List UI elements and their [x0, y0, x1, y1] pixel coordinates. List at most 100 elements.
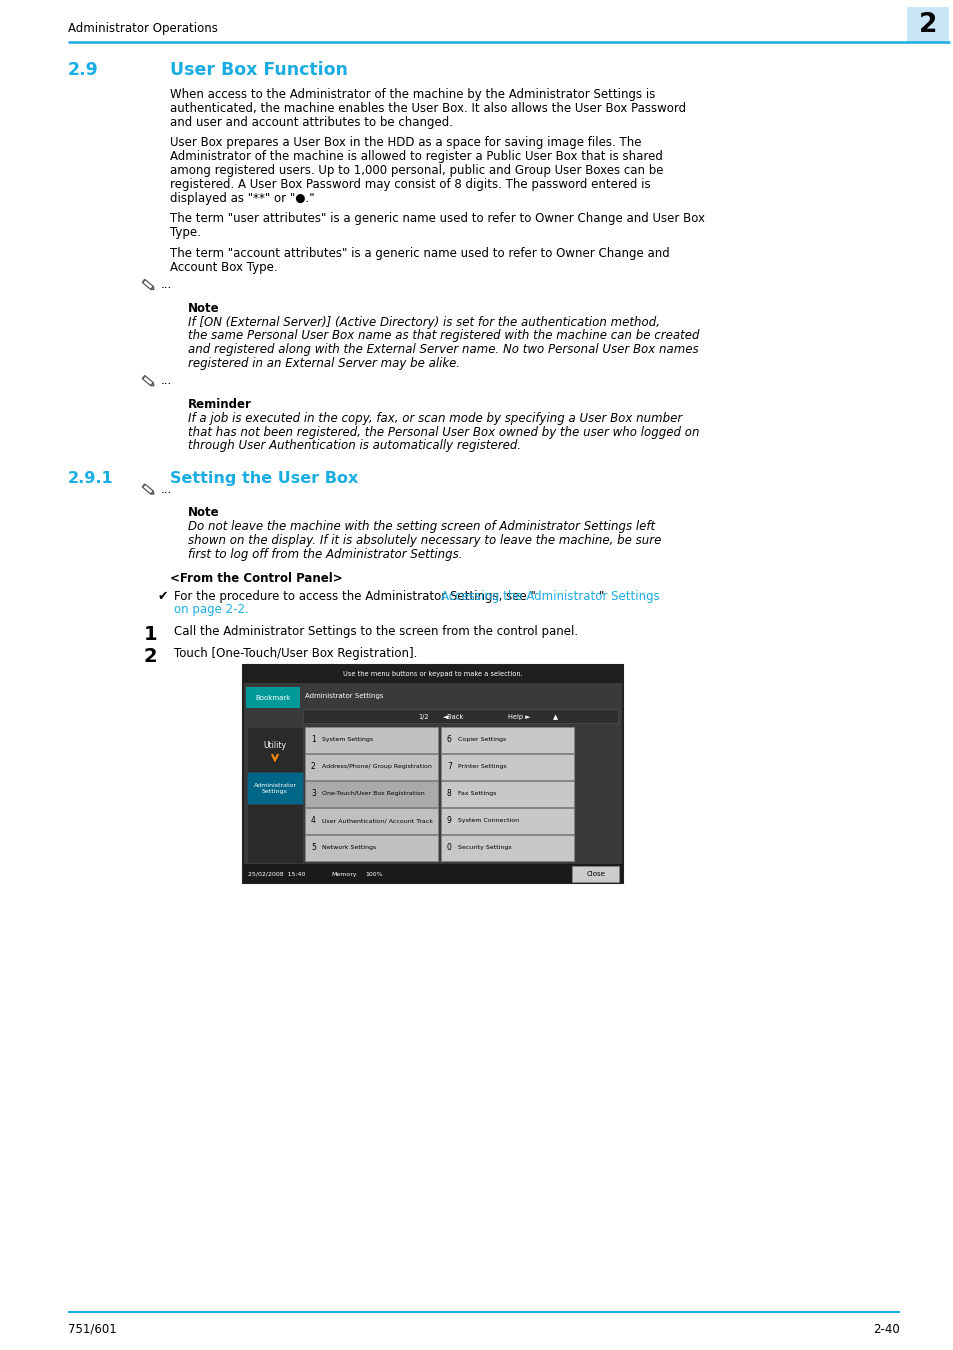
FancyBboxPatch shape	[441, 834, 574, 861]
Text: The term "user attributes" is a generic name used to refer to Owner Change and U: The term "user attributes" is a generic …	[170, 212, 704, 225]
Text: ✔: ✔	[158, 590, 169, 602]
Text: among registered users. Up to 1,000 personal, public and Group User Boxes can be: among registered users. Up to 1,000 pers…	[170, 163, 662, 177]
Text: The term "account attributes" is a generic name used to refer to Owner Change an: The term "account attributes" is a gener…	[170, 247, 669, 261]
Text: ...: ...	[161, 374, 172, 387]
Text: Utility: Utility	[263, 741, 286, 749]
FancyBboxPatch shape	[305, 726, 438, 753]
Text: displayed as "**" or "●.": displayed as "**" or "●."	[170, 192, 314, 205]
Text: 100%: 100%	[365, 872, 382, 878]
Text: 2.9.1: 2.9.1	[68, 471, 113, 486]
Text: Note: Note	[188, 301, 219, 315]
Text: When access to the Administrator of the machine by the Administrator Settings is: When access to the Administrator of the …	[170, 88, 655, 101]
Text: 2: 2	[144, 648, 157, 667]
FancyBboxPatch shape	[247, 772, 303, 805]
FancyBboxPatch shape	[243, 666, 622, 883]
FancyBboxPatch shape	[441, 807, 574, 834]
FancyBboxPatch shape	[243, 864, 622, 883]
Text: shown on the display. If it is absolutely necessary to leave the machine, be sur: shown on the display. If it is absolutel…	[188, 535, 660, 547]
Text: Address/Phone/ Group Registration: Address/Phone/ Group Registration	[322, 764, 432, 769]
Text: If [ON (External Server)] (Active Directory) is set for the authentication metho: If [ON (External Server)] (Active Direct…	[188, 316, 659, 328]
Text: Copier Settings: Copier Settings	[457, 737, 506, 742]
FancyBboxPatch shape	[303, 709, 618, 724]
Text: registered. A User Box Password may consist of 8 digits. The password entered is: registered. A User Box Password may cons…	[170, 178, 650, 190]
Text: and user and account attributes to be changed.: and user and account attributes to be ch…	[170, 116, 453, 128]
Text: 5: 5	[311, 844, 315, 852]
Text: System Settings: System Settings	[322, 737, 373, 742]
Text: Administrator Settings: Administrator Settings	[305, 694, 383, 699]
Text: 1/2: 1/2	[417, 714, 428, 721]
Text: Administrator
Settings: Administrator Settings	[253, 783, 296, 794]
Text: 751/601: 751/601	[68, 1323, 116, 1336]
Text: Use the menu buttons or keypad to make a selection.: Use the menu buttons or keypad to make a…	[343, 671, 522, 678]
Polygon shape	[142, 375, 145, 379]
Text: 2.9: 2.9	[68, 61, 99, 80]
Text: User Box prepares a User Box in the HDD as a space for saving image files. The: User Box prepares a User Box in the HDD …	[170, 136, 640, 150]
FancyBboxPatch shape	[305, 834, 438, 861]
FancyBboxPatch shape	[247, 728, 303, 864]
Text: registered in an External Server may be alike.: registered in an External Server may be …	[188, 356, 459, 370]
Text: Administrator Operations: Administrator Operations	[68, 22, 217, 35]
Polygon shape	[142, 279, 145, 282]
Text: ...: ...	[161, 278, 172, 292]
Text: 9: 9	[447, 817, 452, 825]
FancyBboxPatch shape	[441, 726, 574, 753]
Text: on page 2-2.: on page 2-2.	[173, 603, 249, 617]
FancyBboxPatch shape	[441, 780, 574, 807]
Text: One-Touch/User Box Registration: One-Touch/User Box Registration	[322, 791, 424, 796]
Text: For the procedure to access the Administrator Settings, see ": For the procedure to access the Administ…	[173, 590, 536, 602]
Text: 7: 7	[447, 763, 452, 771]
Text: 3: 3	[311, 790, 315, 798]
Text: If a job is executed in the copy, fax, or scan mode by specifying a User Box num: If a job is executed in the copy, fax, o…	[188, 412, 681, 425]
Text: ...: ...	[161, 483, 172, 495]
Text: ◄Back: ◄Back	[442, 714, 464, 721]
Text: Setting the User Box: Setting the User Box	[170, 471, 358, 486]
Text: 2: 2	[918, 12, 936, 38]
Text: 2-40: 2-40	[872, 1323, 899, 1336]
Text: Printer Settings: Printer Settings	[457, 764, 506, 769]
Text: Call the Administrator Settings to the screen from the control panel.: Call the Administrator Settings to the s…	[173, 625, 578, 639]
Text: 4: 4	[311, 817, 315, 825]
Text: User Authentication/ Account Track: User Authentication/ Account Track	[322, 818, 433, 824]
Text: ▲: ▲	[553, 714, 558, 721]
Text: Touch [One-Touch/User Box Registration].: Touch [One-Touch/User Box Registration].	[173, 648, 417, 660]
Text: System Connection: System Connection	[457, 818, 518, 824]
Text: Account Box Type.: Account Box Type.	[170, 261, 277, 274]
Text: through User Authentication is automatically registered.: through User Authentication is automatic…	[188, 439, 520, 452]
Polygon shape	[142, 483, 145, 487]
Text: Security Settings: Security Settings	[457, 845, 511, 850]
FancyBboxPatch shape	[572, 865, 618, 882]
FancyBboxPatch shape	[441, 753, 574, 780]
Text: Accessing the Administrator Settings: Accessing the Administrator Settings	[440, 590, 659, 602]
Text: Bookmark: Bookmark	[255, 695, 291, 702]
Text: 2: 2	[311, 763, 315, 771]
FancyBboxPatch shape	[246, 687, 299, 709]
Text: User Box Function: User Box Function	[170, 61, 348, 80]
Text: <From the Control Panel>: <From the Control Panel>	[170, 571, 342, 585]
Text: Type.: Type.	[170, 227, 201, 239]
Text: 1: 1	[144, 625, 157, 644]
Text: first to log off from the Administrator Settings.: first to log off from the Administrator …	[188, 548, 462, 560]
FancyBboxPatch shape	[305, 780, 438, 807]
Text: authenticated, the machine enables the User Box. It also allows the User Box Pas: authenticated, the machine enables the U…	[170, 101, 685, 115]
Text: ": "	[598, 590, 603, 602]
FancyBboxPatch shape	[906, 7, 948, 43]
FancyBboxPatch shape	[305, 807, 438, 834]
Text: Help ►: Help ►	[507, 714, 530, 721]
FancyBboxPatch shape	[243, 666, 622, 683]
Text: 0: 0	[447, 844, 452, 852]
Text: Administrator of the machine is allowed to register a Public User Box that is sh: Administrator of the machine is allowed …	[170, 150, 662, 163]
Text: that has not been registered, the Personal User Box owned by the user who logged: that has not been registered, the Person…	[188, 425, 699, 439]
Text: the same Personal User Box name as that registered with the machine can be creat: the same Personal User Box name as that …	[188, 329, 699, 343]
Text: 8: 8	[447, 790, 452, 798]
Text: Fax Settings: Fax Settings	[457, 791, 496, 796]
Text: Do not leave the machine with the setting screen of Administrator Settings left: Do not leave the machine with the settin…	[188, 520, 655, 533]
Text: Network Settings: Network Settings	[322, 845, 375, 850]
Text: Close: Close	[586, 871, 605, 878]
Text: Note: Note	[188, 506, 219, 520]
Text: and registered along with the External Server name. No two Personal User Box nam: and registered along with the External S…	[188, 343, 698, 356]
Text: Memory: Memory	[331, 872, 356, 878]
Text: 6: 6	[447, 736, 452, 744]
FancyBboxPatch shape	[305, 753, 438, 780]
Text: 1: 1	[311, 736, 315, 744]
Text: 25/02/2008  15:40: 25/02/2008 15:40	[248, 872, 305, 878]
